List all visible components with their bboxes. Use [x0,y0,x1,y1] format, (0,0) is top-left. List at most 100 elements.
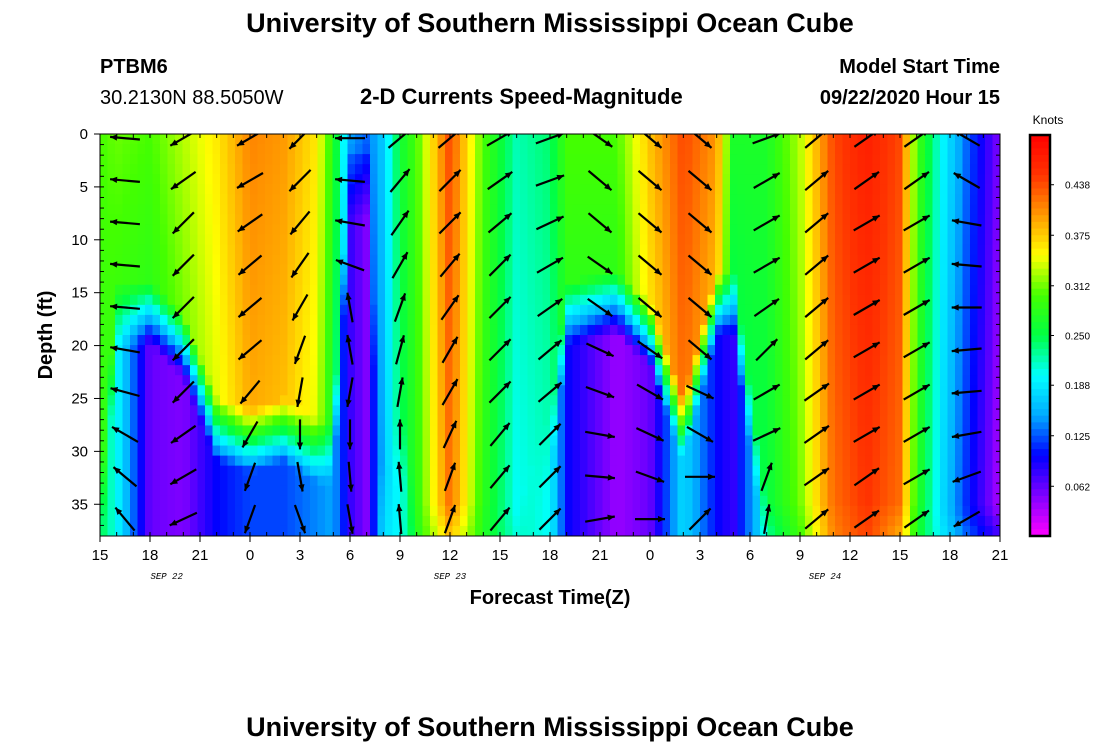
heatmap-cell [955,224,964,236]
heatmap-cell [692,234,701,246]
heatmap-cell [865,274,874,286]
heatmap-cell [632,455,641,467]
heatmap-cell [812,274,821,286]
heatmap-cell [767,395,776,406]
heatmap-cell [715,134,724,145]
heatmap-cell [505,475,514,487]
heatmap-cell [460,144,469,155]
heatmap-cell [812,375,821,386]
heatmap-cell [122,495,131,507]
heatmap-cell [805,254,814,266]
heatmap-cell [587,475,596,487]
heatmap-cell [287,304,296,316]
x-tick-label: 15 [92,547,109,564]
heatmap-cell [430,214,439,226]
heatmap-cell [407,304,416,316]
heatmap-cell [160,284,169,296]
heatmap-cell [625,134,634,145]
heatmap-cell [685,154,694,165]
heatmap-cell [775,244,784,256]
heatmap-cell [265,194,274,205]
heatmap-cell [775,154,784,165]
heatmap-cell [850,485,859,497]
heatmap-cell [992,164,1000,175]
heatmap-cell [872,375,881,386]
heatmap-cell [272,134,281,145]
heatmap-cell [947,385,956,396]
current-vector-arrow [688,507,712,531]
heatmap-cell [325,164,334,175]
heatmap-cell [865,395,874,406]
heatmap-cell [227,505,236,517]
heatmap-cell [827,304,836,316]
heatmap-cell [160,515,169,527]
heatmap-cell [962,234,971,246]
heatmap-cell [520,274,529,286]
heatmap-cell [347,144,356,155]
heatmap-cell [962,335,971,346]
heatmap-cell [977,465,986,477]
heatmap-cell [655,304,664,316]
heatmap-cell [940,405,949,416]
heatmap-cell [362,455,371,467]
heatmap-cell [670,284,679,296]
heatmap-cell [317,144,326,155]
heatmap-cell [475,515,484,527]
heatmap-cell [737,224,746,236]
heatmap-cell [340,485,349,497]
heatmap-cell [445,385,454,396]
heatmap-cell [992,294,1000,306]
heatmap-cell [460,134,469,145]
heatmap-cell [265,274,274,286]
heatmap-cell [797,475,806,487]
heatmap-cell [685,485,694,497]
heatmap-cell [910,425,919,437]
heatmap-cell [362,284,371,296]
heatmap-cell [955,495,964,507]
heatmap-cell [205,375,214,386]
heatmap-cell [895,194,904,205]
heatmap-cell [197,284,206,296]
heatmap-cell [362,405,371,416]
heatmap-cell [565,174,574,185]
current-vector-arrow [239,379,261,405]
heatmap-cell [100,234,109,246]
heatmap-cell [400,415,409,427]
heatmap-cell [460,455,469,467]
heatmap-cell [115,445,124,457]
heatmap-cell [310,345,319,356]
heatmap-cell [370,465,379,477]
heatmap-cell [565,164,574,175]
heatmap-cell [122,435,131,447]
heatmap-cell [317,224,326,236]
heatmap-cell [827,294,836,306]
heatmap-cell [107,194,116,205]
heatmap-cell [250,495,259,507]
heatmap-cell [115,164,124,175]
heatmap-cell [467,455,476,467]
heatmap-cell [617,475,626,487]
heatmap-cell [317,214,326,226]
current-vector-arrow [236,172,264,189]
x-tick-label: 0 [246,547,254,564]
heatmap-cell [287,365,296,376]
heatmap-cell [827,234,836,246]
heatmap-cell [550,224,559,236]
heatmap-cell [647,164,656,175]
heatmap-cell [100,154,109,165]
heatmap-cell [482,314,491,326]
heatmap-cell [670,475,679,487]
heatmap-cell [160,244,169,256]
heatmap-cell [407,405,416,416]
heatmap-cell [467,254,476,266]
heatmap-cell [542,234,551,246]
heatmap-cell [887,445,896,457]
heatmap-cell [340,294,349,306]
heatmap-cell [100,515,109,527]
heatmap-cell [287,284,296,296]
heatmap-cell [602,194,611,205]
heatmap-cell [677,385,686,396]
heatmap-cell [940,214,949,226]
heatmap-cell [655,395,664,406]
heatmap-cell [392,304,401,316]
